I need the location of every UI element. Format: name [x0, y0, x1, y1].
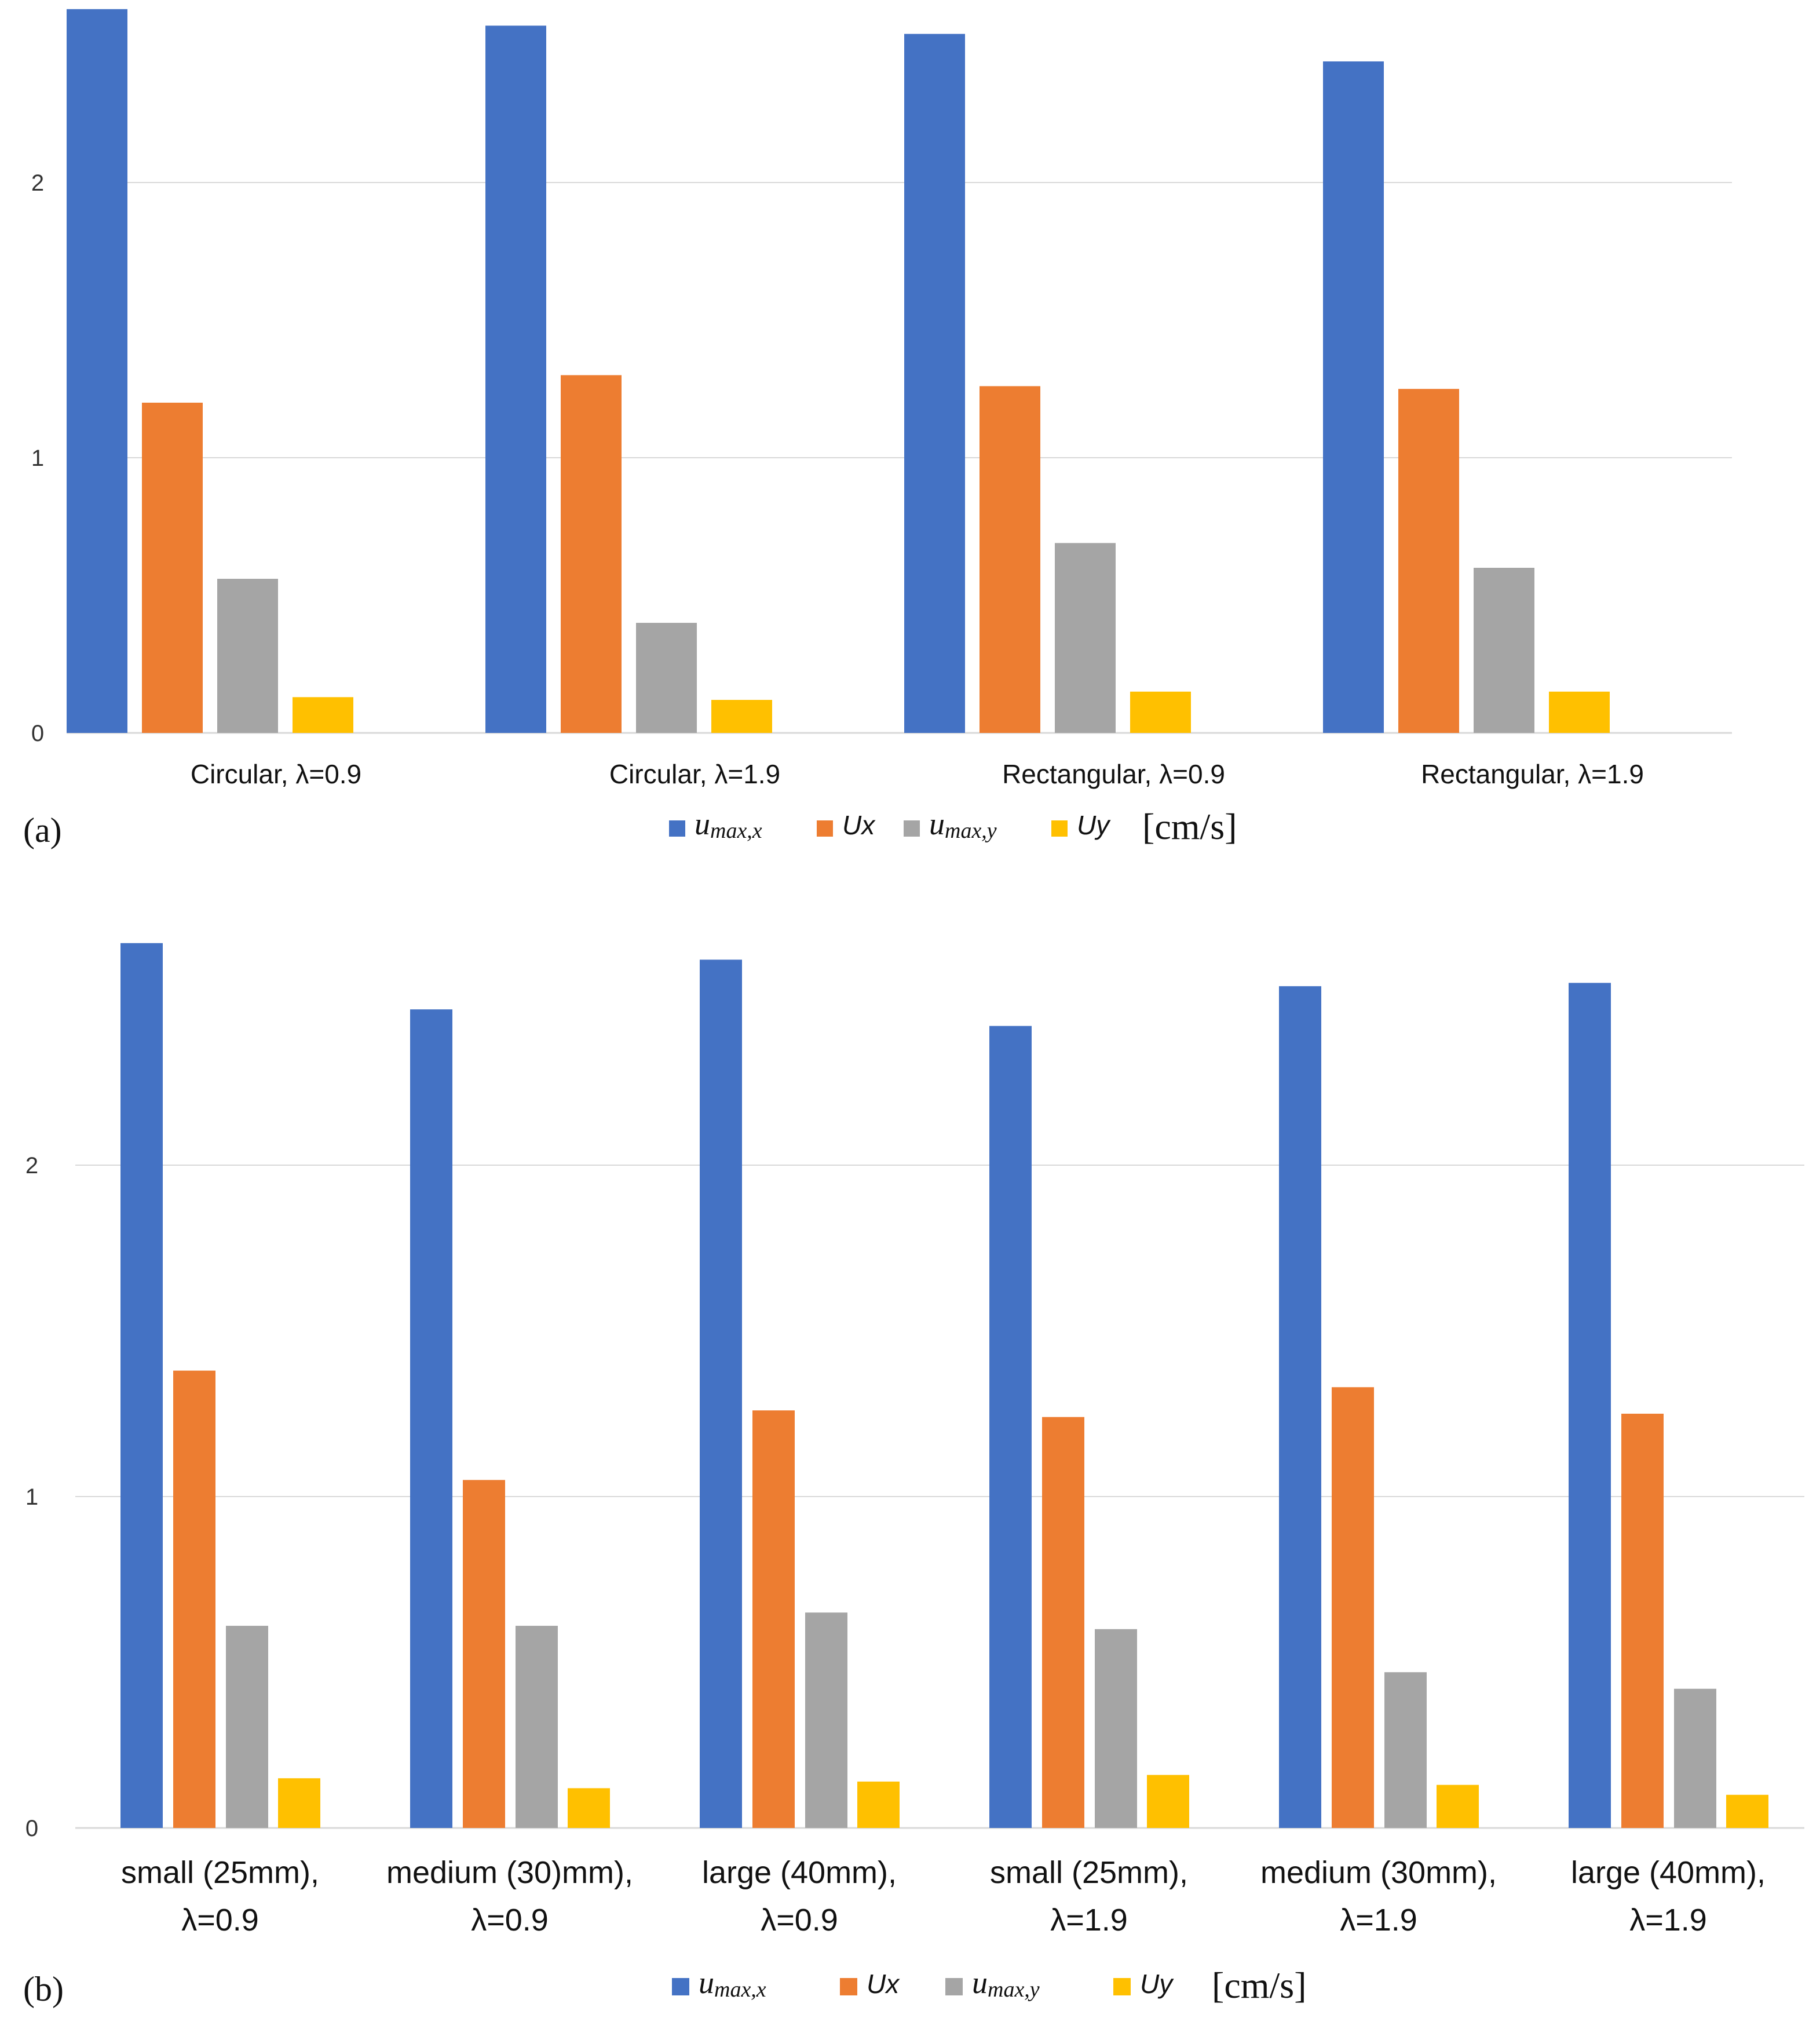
bar-ux — [1398, 389, 1459, 733]
bar-uy — [1437, 1785, 1479, 1828]
legend-label-main: u — [699, 1965, 714, 2000]
category-label: λ=1.9 — [1629, 1903, 1707, 1937]
legend-label: umax,x — [695, 807, 762, 843]
category-label: small (25mm), — [990, 1855, 1188, 1890]
bar-uy — [293, 697, 353, 733]
bar-u-max-y — [226, 1626, 268, 1828]
legend-label: umax,y — [929, 807, 997, 843]
panel-label: (b) — [23, 1970, 64, 2008]
bar-u-max-y — [1474, 568, 1534, 733]
bar-ux — [173, 1370, 215, 1828]
bar-u-max-y — [1384, 1672, 1427, 1828]
legend-swatch — [669, 820, 685, 837]
category-label: large (40mm), — [702, 1855, 897, 1890]
category-label: large (40mm), — [1571, 1855, 1766, 1890]
chart-panel-b: 0 1 2 small (25mm), λ=0.9 medium (30)mm), λ=0.… — [23, 943, 1804, 2008]
y-tick-label: 1 — [31, 446, 44, 471]
category-label: Circular, λ=1.9 — [609, 759, 780, 789]
y-tick-label: 0 — [25, 1816, 38, 1841]
bar-u-max-x — [1323, 61, 1384, 733]
bar-uy — [1147, 1775, 1189, 1828]
legend-label: Ux — [842, 810, 876, 840]
unit-label: [cm/s] — [1212, 1965, 1307, 2006]
bar-u-max-x — [120, 943, 163, 1828]
chart-panel-a: 0 1 2 Circular, λ=0.9 Circular, λ=1.9 Rectang… — [23, 9, 1732, 849]
category-label: Rectangular, λ=0.9 — [1002, 759, 1225, 789]
bar-u-max-x — [904, 34, 965, 733]
category-label: Rectangular, λ=1.9 — [1421, 759, 1644, 789]
y-tick-label: 2 — [25, 1153, 38, 1178]
legend-label: umax,x — [699, 1965, 766, 2002]
legend-swatch — [840, 1978, 857, 1995]
bar-u-max-x — [989, 1026, 1032, 1828]
bar-uy — [568, 1788, 610, 1828]
legend-label-subscript: max,y — [945, 819, 997, 843]
bar-u-max-y — [1674, 1688, 1716, 1828]
bar-ux — [1621, 1414, 1664, 1828]
bar-ux — [561, 375, 622, 733]
bar-ux — [142, 403, 203, 733]
legend-label-subscript: max,y — [988, 1977, 1040, 2002]
y-tick-label: 2 — [31, 170, 44, 196]
bar-u-max-x — [485, 25, 546, 733]
category-label: λ=0.9 — [471, 1903, 549, 1937]
category-label: small (25mm), — [121, 1855, 319, 1890]
category-label: medium (30mm), — [1260, 1855, 1497, 1890]
bar-u-max-y — [1095, 1629, 1137, 1828]
bar-u-max-y — [217, 579, 278, 733]
bar-uy — [857, 1781, 900, 1828]
category-label: λ=0.9 — [761, 1903, 838, 1937]
legend-swatch — [1113, 1978, 1131, 1995]
category-label: λ=1.9 — [1340, 1903, 1417, 1937]
unit-label: [cm/s] — [1142, 806, 1237, 847]
y-tick-label: 1 — [25, 1484, 38, 1510]
bar-ux — [463, 1480, 505, 1828]
panel-label: (a) — [23, 811, 62, 849]
bar-ux — [1042, 1417, 1084, 1828]
legend-label-subscript: max,x — [710, 819, 762, 843]
y-tick-label: 0 — [31, 721, 44, 746]
bar-ux — [1332, 1387, 1374, 1828]
bar-u-max-y — [805, 1612, 847, 1828]
legend-swatch — [945, 1978, 963, 1995]
legend-label: Ux — [867, 1969, 900, 1999]
bar-u-max-y — [1055, 543, 1116, 733]
legend-swatch — [904, 820, 920, 837]
category-label: Circular, λ=0.9 — [191, 759, 361, 789]
bar-u-max-x — [410, 1009, 452, 1828]
bar-u-max-x — [700, 959, 742, 1828]
bar-uy — [711, 700, 772, 733]
legend-label-subscript: max,x — [714, 1977, 766, 2002]
bar-uy — [1726, 1794, 1768, 1828]
legend-swatch — [672, 1978, 689, 1995]
bar-uy — [1549, 691, 1610, 733]
bar-u-max-x — [67, 9, 127, 733]
bar-ux — [980, 386, 1040, 733]
bar-u-max-x — [1279, 986, 1321, 1828]
legend-label: Uy — [1077, 810, 1111, 840]
category-label: λ=1.9 — [1050, 1903, 1128, 1937]
bar-u-max-x — [1569, 983, 1611, 1828]
legend-label-main: u — [695, 807, 710, 841]
bar-ux — [752, 1410, 795, 1828]
category-label: λ=0.9 — [181, 1903, 259, 1937]
bar-uy — [1130, 691, 1191, 733]
legend-label: Uy — [1140, 1969, 1174, 1999]
bar-u-max-y — [516, 1626, 558, 1828]
legend-label-main: u — [929, 807, 945, 841]
category-label: medium (30)mm), — [386, 1855, 633, 1890]
legend-swatch — [817, 820, 833, 837]
legend-swatch — [1051, 820, 1068, 837]
bar-u-max-y — [636, 623, 697, 733]
legend-label-main: u — [972, 1965, 988, 2000]
bar-uy — [278, 1778, 320, 1828]
legend-label: umax,y — [972, 1965, 1040, 2002]
